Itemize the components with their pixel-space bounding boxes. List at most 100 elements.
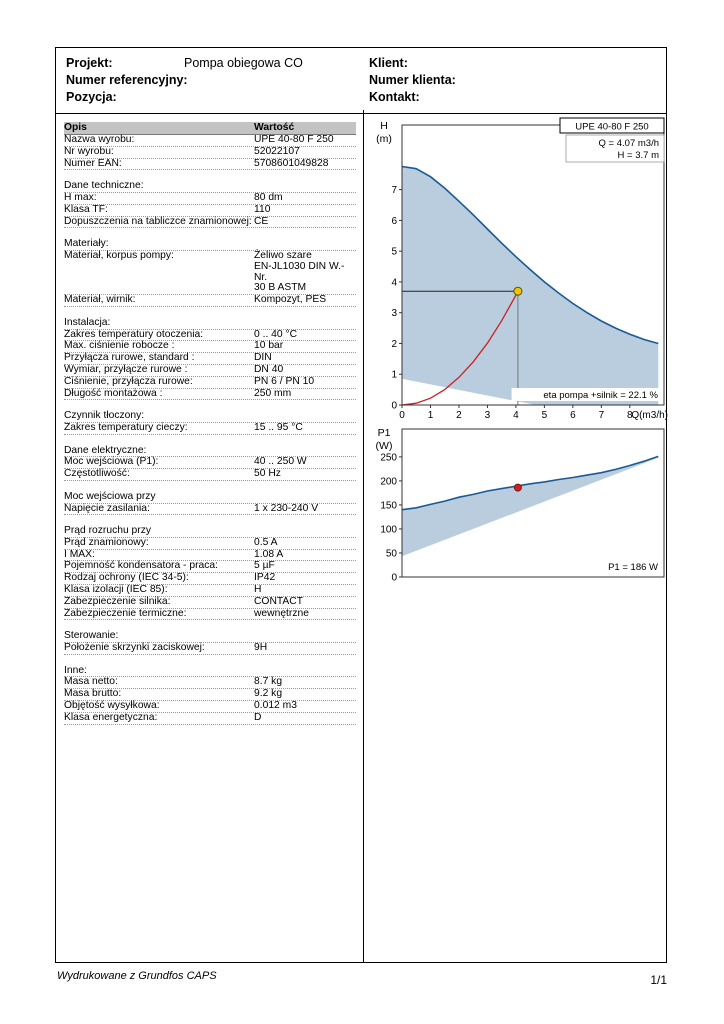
operating-range-area [402,456,659,557]
spec-label: Moc wejściowa (P1): [64,456,159,468]
document-header: Projekt: Pompa obiegowa CO Numer referenc… [56,48,666,110]
y-tick-label: 1 [391,370,397,381]
y-tick-label: 150 [380,500,397,511]
spec-value: 52022107 [254,145,300,157]
spec-label: Dane techniczne: [64,180,144,192]
spec-value: 5708601049828 [254,157,329,169]
spec-value: D [254,711,262,723]
x-tick-label: 2 [456,410,462,421]
hq-performance-chart: 0 1 2 3 4 5 6 7 0 1 2 3 4 5 6 7 8 H(m) Q(m3/h) UPE 40-80 F … [376,117,668,421]
spec-label: Inne: [64,664,87,676]
spec-value: H [254,584,262,596]
spec-row: Czynnik tłoczony: [64,410,356,423]
project-value: Pompa obiegowa CO [184,56,303,70]
spec-row: Zabezpieczenie termiczne: wewnętrzne [64,607,356,621]
spec-label: Moc wejściowa przy [64,490,156,502]
spec-value: UPE 40-80 F 250 [254,134,334,145]
p1-max-curve [401,455,659,511]
y-tick-label: 100 [380,524,397,535]
spec-label: Dopuszczenia na tabliczce znamionowej: [64,215,252,227]
spec-value: DIN [254,352,272,364]
plot-frame [401,124,665,406]
header-divider [56,113,666,114]
spec-value [254,228,356,239]
spec-label: Pojemność kondensatora - praca: [64,560,218,572]
x-tick-label: 0 [399,410,405,421]
spec-row: Dopuszczenia na tabliczce znamionowej: CE [64,215,356,229]
spec-row: Moc wejściowa przy [64,490,356,504]
spec-value [254,170,356,181]
corner-label-bg [511,388,660,401]
page-content: Opis Wartość Nazwa wyrobu: UPE 40-80 F 250 N… [56,110,668,962]
corner-label: eta pompa +silnik = 22.1 % [543,390,658,401]
project-label: Projekt: [66,56,113,70]
spec-value [254,435,356,446]
spec-value: CONTACT [254,595,304,607]
spec-label: Max. ciśnienie robocze : [64,340,175,352]
spec-value: 1.08 A [254,548,284,560]
spec-label: Materiał, wirnik: [64,294,136,306]
spec-value: wewnętrzne [254,607,309,619]
x-tick-label: 5 [542,410,548,421]
client-number-row: Numer klienta: [369,72,656,89]
spec-value [254,446,356,457]
spec-value: IP42 [254,572,276,584]
spec-row: Nazwa wyrobu: UPE 40-80 F 250 [64,134,356,147]
spec-label: Długość montażowa : [64,387,163,399]
operating-range-area [402,166,659,405]
spec-label: Numer EAN: [64,157,122,169]
position-row: Pozycja: [66,89,369,106]
spec-row: Zakres temperatury cieczy: 15 .. 95 °C [64,421,356,435]
y-axis-label: H [380,120,388,132]
spec-label: Prąd rozruchu przy [64,525,151,537]
spec-value: 110 [254,203,271,215]
spec-label: Napięcie zasilania: [64,502,150,514]
spec-value [254,631,356,642]
spec-value [254,515,356,526]
spec-row: Instalacja: [64,317,356,330]
vertical-divider [363,110,364,962]
spec-row: Dane elektryczne: [64,445,356,458]
footer-page-number: 1/1 [650,973,667,987]
spec-value: 9.2 kg [254,688,283,700]
y-tick-label: 3 [391,308,397,319]
spec-label [64,655,254,666]
spec-value: 0 .. 40 °C [254,328,298,340]
x-tick-label: 7 [599,410,605,421]
spec-row: Materiały: [64,238,356,251]
p1-duty-point [513,483,522,492]
x-tick-label: 1 [428,410,434,421]
spec-label: Klasa energetyczna: [64,711,158,723]
spec-label: Częstotliwość: [64,468,130,480]
spec-label: Klasa izolacji (IEC 85): [64,584,168,596]
spec-value: 250 mm [254,387,292,399]
chart-pane: 0 1 2 3 4 5 6 7 0 1 2 3 4 5 6 7 8 H (m) Q(m3/h) UPE 40-80 F … [364,110,668,962]
spec-label: Zakres temperatury otoczenia: [64,328,204,340]
x-axis-label: Q(m3/h) [631,410,668,421]
client-label: Klient: [369,56,408,70]
spec-row: Materiał, wirnik: Kompozyt, PES [64,294,356,307]
corner-label-bg [598,560,660,573]
y-tick-label: 4 [391,277,397,288]
spec-value: 5 µF [254,560,275,572]
spec-label: Zakres temperatury cieczy: [64,421,188,433]
spec-row: Częstotliwość: 50 Hz [64,468,356,481]
spec-row: Moc wejściowa (P1): 40 .. 250 W [64,456,356,470]
spec-label: Masa netto: [64,676,118,688]
y-tick-label: 6 [391,216,397,227]
spec-value: 0.012 m3 [254,700,297,712]
y-axis-label: P1 [378,427,391,439]
spec-row: Wymiar, przyłącze rurowe : DN 40 [64,364,356,377]
spec-label: Klasa TF: [64,203,108,215]
spec-value [254,666,356,677]
y-tick-label: 2 [391,339,397,350]
x-tick-label: 4 [513,410,519,421]
spec-label: Przyłącza rurowe, standard : [64,352,195,364]
spec-value [254,239,356,250]
spec-label: Zabezpieczenie termiczne: [64,607,187,619]
client-row: Klient: [369,55,656,72]
plot-frame [401,428,665,578]
spec-value: 50 Hz [254,468,281,480]
spec-row: Prąd znamionowy: 0.5 A [64,537,356,550]
chart-title: UPE 40-80 F 250 [575,122,648,133]
